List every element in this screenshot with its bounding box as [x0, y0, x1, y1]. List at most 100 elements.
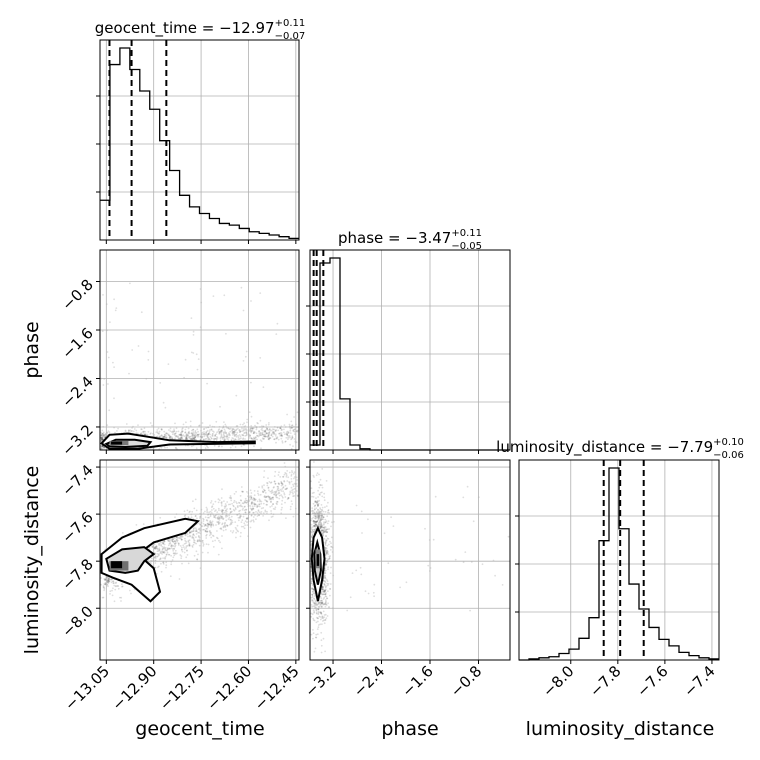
scatter-point	[165, 432, 168, 434]
scatter-point	[192, 437, 195, 440]
scatter-point	[104, 579, 107, 581]
scatter-point	[101, 437, 104, 439]
scatter-point	[252, 516, 255, 518]
scatter-point	[209, 530, 211, 532]
scatter-point	[250, 429, 253, 432]
scatter-point	[233, 432, 236, 434]
scatter-point	[173, 547, 175, 550]
scatter-point	[235, 490, 238, 493]
scatter-point	[175, 538, 178, 541]
scatter-point	[256, 512, 259, 514]
scatter-point	[372, 591, 375, 594]
scatter-point	[234, 431, 237, 434]
scatter-point	[158, 547, 161, 550]
scatter-point	[319, 526, 322, 529]
scatter-point	[283, 473, 286, 476]
scatter-point	[273, 491, 276, 493]
scatter-point	[274, 470, 277, 473]
scatter-point	[256, 515, 259, 517]
scatter-point	[223, 522, 226, 525]
scatter-point	[159, 552, 162, 554]
scatter-point	[291, 437, 293, 440]
scatter-point	[198, 433, 201, 436]
scatter-point	[432, 538, 435, 541]
scatter-point	[273, 493, 275, 495]
scatter-point	[135, 429, 138, 432]
scatter-point	[162, 557, 165, 559]
scatter-point	[207, 522, 209, 525]
scatter-point	[328, 557, 331, 559]
scatter-point	[184, 431, 187, 434]
scatter-point	[256, 434, 258, 437]
scatter-point	[321, 495, 324, 498]
scatter-point	[296, 479, 298, 481]
scatter-point	[108, 578, 111, 581]
scatter-point	[104, 583, 107, 586]
scatter-point	[195, 550, 198, 553]
scatter-point	[262, 491, 265, 494]
scatter-point	[329, 594, 331, 597]
scatter-point	[267, 495, 269, 498]
scatter-point	[245, 517, 248, 519]
scatter-point	[185, 534, 187, 537]
scatter-point	[287, 431, 290, 434]
scatter-point	[191, 438, 194, 441]
scatter-point	[181, 548, 183, 551]
scatter-point	[367, 518, 369, 521]
scatter-point	[229, 503, 232, 506]
scatter-point	[164, 548, 167, 551]
scatter-point	[107, 585, 109, 588]
scatter-point	[239, 504, 242, 506]
scatter-point	[237, 427, 239, 430]
scatter-point	[214, 434, 217, 437]
scatter-point	[188, 544, 191, 547]
scatter-point	[188, 542, 191, 545]
scatter-point	[157, 553, 160, 556]
scatter-point	[231, 437, 234, 439]
scatter-point	[173, 539, 176, 542]
scatter-point	[192, 533, 195, 536]
scatter-point	[255, 518, 257, 520]
scatter-point	[159, 382, 162, 384]
scatter-point	[208, 534, 211, 537]
scatter-point	[235, 434, 237, 436]
scatter-point	[264, 429, 267, 432]
scatter-point	[315, 511, 318, 514]
scatter-point	[286, 413, 288, 416]
scatter-point	[151, 424, 154, 427]
scatter-point	[222, 526, 225, 529]
x-tick-label: −7.8	[586, 662, 624, 700]
scatter-point	[204, 524, 207, 527]
scatter-point	[258, 430, 260, 433]
scatter-point	[187, 434, 190, 436]
scatter-point	[170, 545, 173, 548]
scatter-point	[101, 445, 103, 448]
scatter-point	[274, 435, 277, 437]
scatter-point	[285, 433, 288, 435]
scatter-point	[252, 432, 255, 435]
scatter-point	[273, 438, 276, 441]
scatter-point	[169, 547, 172, 550]
scatter-point	[314, 515, 317, 518]
scatter-point	[242, 525, 245, 528]
scatter-point	[281, 482, 283, 485]
scatter-point	[169, 541, 172, 543]
scatter-point	[464, 551, 467, 553]
scatter-point	[243, 500, 246, 503]
scatter-point	[154, 546, 156, 549]
scatter-point	[235, 394, 238, 397]
scatter-point	[311, 492, 314, 494]
scatter-point	[427, 564, 430, 567]
scatter-point	[222, 436, 224, 439]
scatter-point	[323, 492, 326, 495]
scatter-point	[253, 505, 256, 507]
scatter-point	[226, 437, 228, 439]
scatter-point	[191, 535, 194, 537]
scatter-point	[158, 548, 161, 551]
scatter-point	[330, 536, 333, 539]
scatter-point	[268, 437, 271, 439]
scatter-point	[281, 495, 284, 498]
scatter-point	[239, 535, 242, 538]
scatter-point	[106, 581, 109, 584]
scatter-point	[159, 550, 162, 553]
